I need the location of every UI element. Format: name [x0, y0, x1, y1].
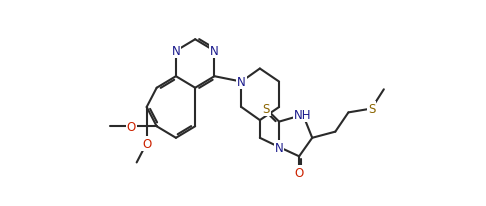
Text: NH: NH: [294, 109, 312, 122]
Text: O: O: [142, 137, 151, 150]
Text: N: N: [210, 45, 219, 58]
Text: S: S: [262, 103, 270, 116]
Text: N: N: [275, 141, 283, 154]
Text: S: S: [368, 103, 375, 116]
Text: N: N: [237, 76, 246, 89]
Text: N: N: [172, 45, 180, 58]
Text: O: O: [295, 166, 304, 179]
Text: O: O: [127, 120, 136, 133]
